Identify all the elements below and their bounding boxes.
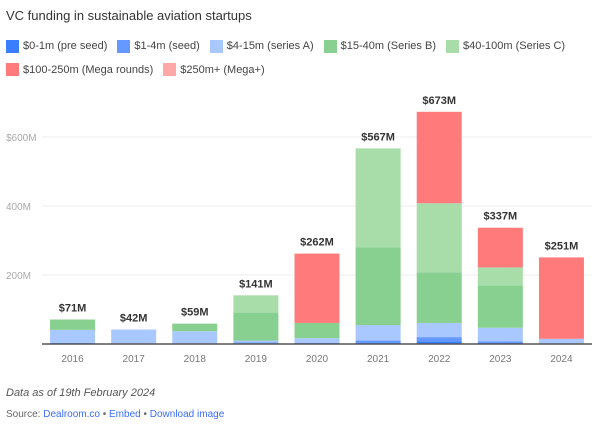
- y-tick-label: 400M: [6, 202, 31, 213]
- bar-segment: [477, 285, 523, 328]
- bar-segment: [416, 203, 462, 273]
- bar-segment: [416, 341, 462, 344]
- bar-segment: [355, 325, 401, 341]
- x-tick-label: 2024: [550, 354, 573, 365]
- legend-swatch: [6, 63, 19, 76]
- bar-segment: [477, 327, 523, 342]
- x-tick-label: 2022: [428, 354, 451, 365]
- legend-label: $40-100m (Series C): [462, 40, 566, 52]
- chart: 200M 400M $600M $71M 2016 $42M 2017 $59M 2018 $14…: [6, 95, 592, 365]
- total-label: $262M: [300, 237, 334, 249]
- bar-segment: [416, 111, 462, 204]
- source-label: Source:: [6, 409, 44, 420]
- total-label: $42M: [120, 313, 148, 325]
- legend-swatch: [209, 39, 223, 53]
- bar-segment: [50, 329, 96, 343]
- bar-segment: [477, 227, 523, 268]
- legend-label: $4-15m (series A): [226, 40, 314, 52]
- bar-segment: [50, 319, 96, 330]
- source-line: Source: Dealroom.co • Embed • Download i…: [6, 409, 224, 420]
- separator: •: [140, 409, 150, 420]
- download-image-link[interactable]: Download image: [149, 409, 225, 420]
- legend-label: $250m+ (Mega+): [180, 63, 265, 76]
- legend-swatch: [163, 63, 177, 76]
- total-label: $71M: [59, 303, 87, 315]
- x-tick-label: 2017: [123, 354, 146, 365]
- bar-segment: [416, 322, 462, 338]
- legend-item[interactable]: $100-250m (Mega rounds): [6, 60, 153, 80]
- legend-item[interactable]: $15-40m (Series B): [323, 36, 436, 56]
- legend-item[interactable]: $0-1m (pre seed): [6, 36, 107, 56]
- bar-segment: [355, 340, 401, 343]
- bar-segment: [477, 267, 523, 286]
- legend-swatch: [445, 39, 459, 53]
- y-tick-label: $600M: [6, 133, 37, 144]
- total-label: $251M: [545, 240, 579, 252]
- embed-link[interactable]: Embed: [109, 409, 141, 420]
- x-tick-label: 2018: [184, 354, 207, 365]
- legend-item[interactable]: $4-15m (series A): [209, 36, 314, 56]
- bar-segment: [233, 342, 279, 344]
- legend-item[interactable]: $250m+ (Mega+): [163, 60, 265, 80]
- legend-label: $0-1m (pre seed): [23, 40, 108, 52]
- bar-segment: [538, 338, 584, 344]
- total-label: $673M: [422, 95, 456, 107]
- x-tick-label: 2021: [367, 354, 390, 365]
- bar-segment: [538, 257, 584, 339]
- bar-segment: [355, 247, 401, 326]
- legend-item[interactable]: $1-4m (seed): [117, 36, 200, 56]
- total-label: $59M: [181, 307, 209, 319]
- bar-segment: [233, 340, 279, 343]
- x-tick-label: 2023: [489, 354, 512, 365]
- legend-label: $15-40m (Series B): [340, 40, 436, 52]
- chart-title: VC funding in sustainable aviation start…: [6, 8, 252, 23]
- total-label: $567M: [361, 131, 395, 143]
- x-tick-label: 2020: [306, 354, 329, 365]
- legend-swatch: [323, 39, 337, 53]
- bar-segment: [355, 148, 401, 248]
- legend-label: $100-250m (Mega rounds): [23, 63, 154, 76]
- bar-segment: [294, 338, 340, 343]
- bar-segment: [172, 323, 218, 332]
- total-label: $337M: [484, 211, 518, 223]
- bar-segment: [172, 331, 218, 344]
- legend-swatch: [117, 39, 131, 53]
- source-link[interactable]: Dealroom.co: [43, 409, 100, 420]
- bar-segment: [294, 322, 340, 339]
- bar-segment: [233, 295, 279, 313]
- legend: $0-1m (pre seed) $1-4m (seed) $4-15m (seri…: [6, 36, 596, 83]
- bar-segment: [233, 312, 279, 341]
- bar-segment: [111, 329, 157, 344]
- legend-swatch: [6, 39, 19, 53]
- bar-segment: [294, 253, 340, 323]
- separator: •: [99, 409, 110, 420]
- legend-item[interactable]: $40-100m (Series C): [445, 36, 566, 56]
- bar-segment: [477, 341, 523, 343]
- data-note: Data as of 19th February 2024: [6, 387, 156, 399]
- x-tick-label: 2019: [245, 354, 268, 365]
- bar-segment: [416, 272, 462, 323]
- x-tick-label: 2016: [61, 354, 84, 365]
- total-label: $141M: [239, 278, 273, 290]
- legend-label: $1-4m (seed): [134, 40, 200, 52]
- y-tick-label: 200M: [6, 271, 31, 282]
- bar-segment: [416, 337, 462, 342]
